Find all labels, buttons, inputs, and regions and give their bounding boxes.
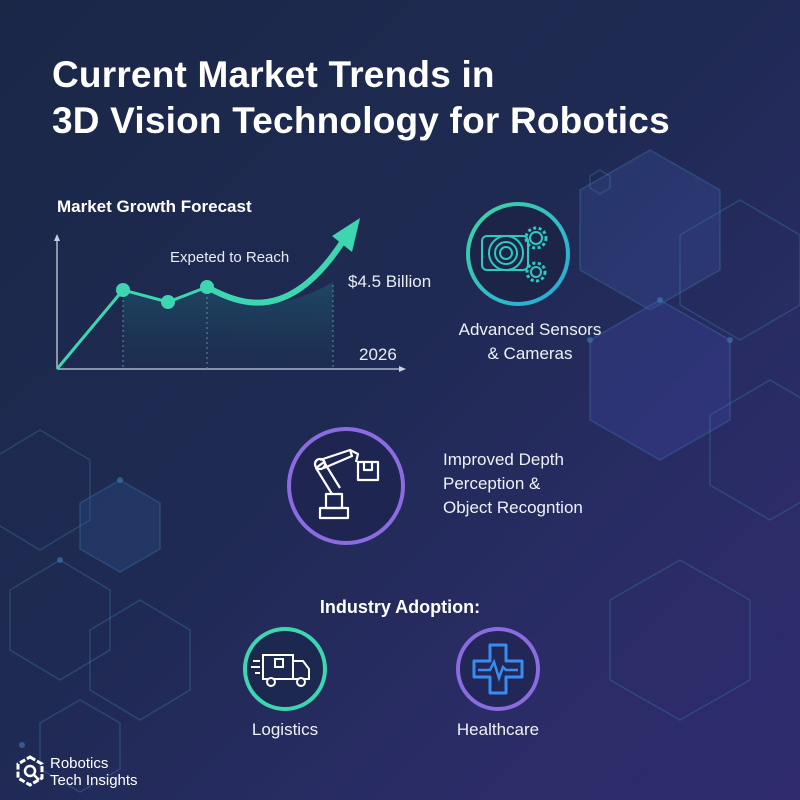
delivery-truck-icon [243, 627, 327, 711]
data-point [161, 295, 175, 309]
trend-arrowhead [332, 218, 360, 252]
brand-logo-icon [16, 755, 44, 787]
trend-curve [204, 235, 348, 306]
medical-cross-heartbeat-icon [456, 627, 540, 711]
chart-year-label: 2026 [359, 345, 397, 364]
gridlines [122, 285, 334, 369]
robot-arm-icon [287, 427, 405, 545]
feature-depth-label: Improved Depth Perception & Object Recog… [443, 448, 583, 520]
feature-depth-line-1: Improved Depth [443, 450, 564, 469]
brand-line-1: Robotics [50, 755, 109, 772]
camera-gears-icon [466, 202, 570, 306]
adoption-logistics-label: Logistics [251, 720, 319, 739]
feature-depth-line-3: Object Recogntion [443, 498, 583, 517]
chart-value-label: $4.5 Billion [348, 272, 432, 291]
trend-line [55, 285, 208, 370]
data-point [200, 280, 214, 294]
brand-name: Robotics Tech Insights [50, 755, 138, 789]
feature-depth-line-2: Perception & [443, 474, 541, 493]
adoption-healthcare-label: Healthcare [456, 720, 540, 739]
chart-title: Market Growth Forecast [57, 197, 252, 216]
chart-annotation: Expeted to Reach [170, 249, 290, 266]
data-point [116, 283, 130, 297]
y-axis-arrow [54, 234, 60, 241]
feature-sensors-line-2: & Cameras [487, 344, 573, 363]
title-line-2: 3D Vision Technology for Robotics [52, 100, 670, 141]
brand-line-2: Tech Insights [50, 772, 138, 789]
feature-sensors-label: Advanced Sensors & Cameras [430, 318, 630, 366]
x-axis-arrow [399, 366, 406, 372]
feature-sensors-line-1: Advanced Sensors [458, 320, 602, 339]
title-line-1: Current Market Trends in [52, 54, 495, 95]
chart-area-fill [123, 282, 333, 369]
page-title: Current Market Trends in 3D Vision Techn… [52, 52, 670, 144]
adoption-heading: Industry Adoption: [319, 597, 481, 617]
